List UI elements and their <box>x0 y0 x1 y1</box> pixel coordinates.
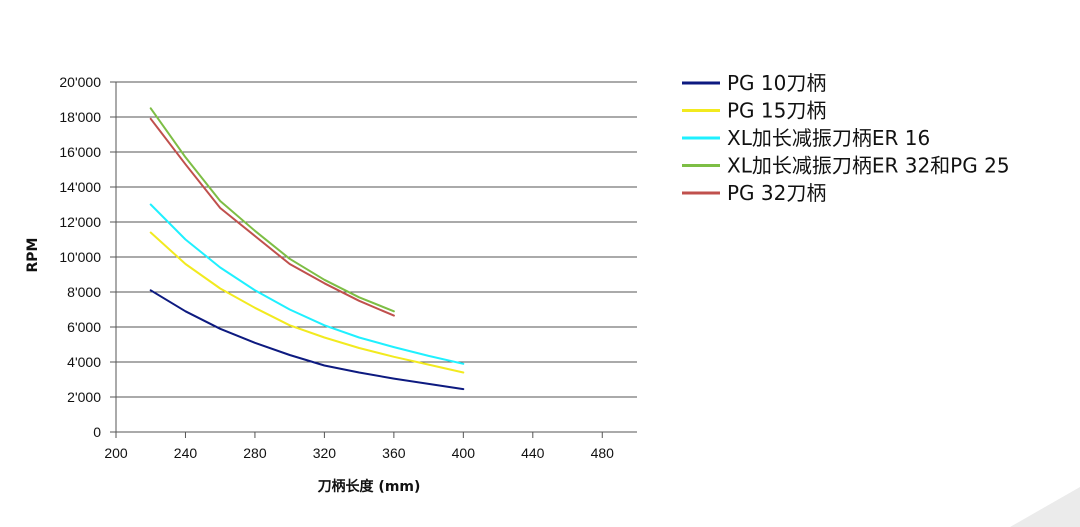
legend-label: PG 32刀柄 <box>727 181 826 205</box>
series-line-4 <box>149 107 395 313</box>
y-tick-labels: 0 2'000 4'000 6'000 8'000 10'000 12'000 14'000 1… <box>59 74 101 440</box>
legend: PG 10刀柄 PG 15刀柄 XL加长减振刀柄ER 16 XL加长减振刀柄ER 32… <box>682 71 1010 205</box>
y-tick-label: 0 <box>93 424 101 440</box>
legend-label: PG 10刀柄 <box>727 71 826 95</box>
y-tick-label: 8'000 <box>67 284 101 300</box>
x-tick-label: 400 <box>452 445 476 461</box>
legend-label: XL加长减振刀柄ER 32和PG 25 <box>727 154 1010 178</box>
y-axis-title: RPM <box>25 238 41 273</box>
series-line-2 <box>149 231 465 374</box>
y-tick-label: 4'000 <box>67 354 101 370</box>
y-tick-label: 18'000 <box>59 109 101 125</box>
x-tick-label: 320 <box>313 445 337 461</box>
y-tick-label: 6'000 <box>67 319 101 335</box>
x-tick-label: 480 <box>591 445 615 461</box>
y-tick-label: 14'000 <box>59 179 101 195</box>
y-tick-label: 2'000 <box>67 389 101 405</box>
x-tick-label: 280 <box>243 445 267 461</box>
y-tick-label: 12'000 <box>59 214 101 230</box>
legend-label: XL加长减振刀柄ER 16 <box>727 126 930 150</box>
series-line-5 <box>149 117 395 317</box>
y-tick-label: 20'000 <box>59 74 101 90</box>
x-tick-labels: 200 240 280 320 360 400 440 480 <box>104 445 614 461</box>
x-tick-label: 240 <box>174 445 198 461</box>
x-tick-label: 440 <box>521 445 545 461</box>
gridlines <box>110 81 637 438</box>
x-tick-label: 200 <box>104 445 128 461</box>
legend-label: PG 15刀柄 <box>727 99 826 123</box>
corner-decoration <box>1010 487 1080 527</box>
x-tick-label: 360 <box>382 445 406 461</box>
series-line-1 <box>149 289 465 391</box>
y-tick-label: 10'000 <box>59 249 101 265</box>
x-axis-title: 刀柄长度 (mm) <box>318 478 421 495</box>
series-line-3 <box>149 203 465 365</box>
series-lines <box>149 107 465 391</box>
y-tick-label: 16'000 <box>59 144 101 160</box>
